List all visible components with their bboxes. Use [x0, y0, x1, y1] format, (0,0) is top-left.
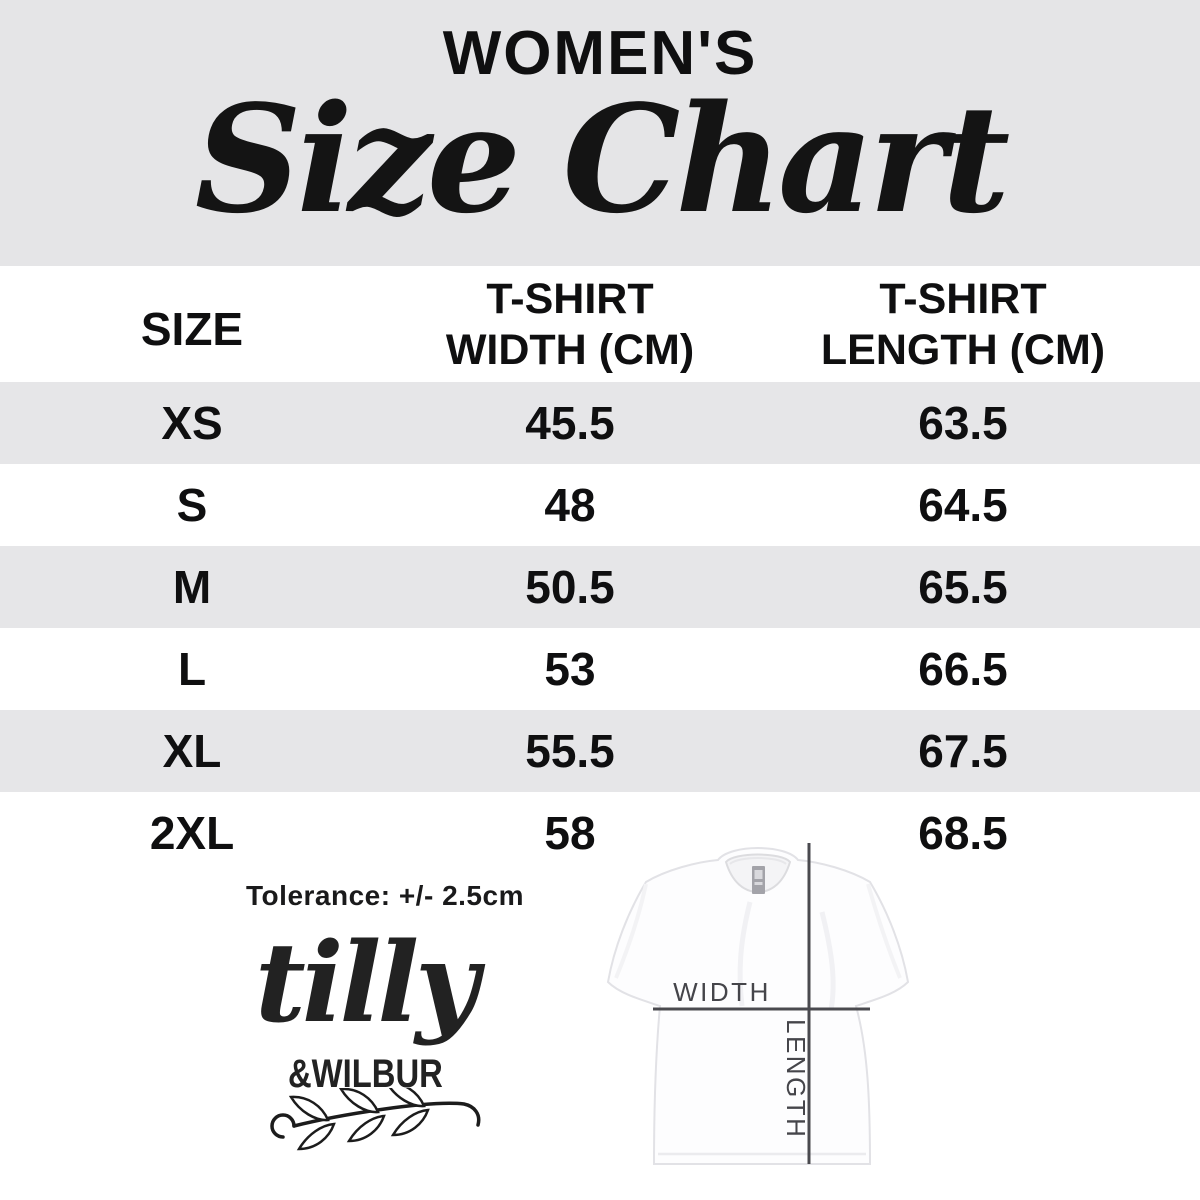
cell-width: 58	[544, 807, 596, 859]
column-header-length: T-SHIRT LENGTH (CM)	[756, 274, 1170, 376]
width-label: WIDTH	[673, 977, 771, 1007]
cell-width: 55.5	[525, 725, 615, 777]
table-row: M 50.5 65.5	[0, 546, 1200, 628]
neck-label	[752, 866, 765, 894]
length-label: LENGTH	[781, 1019, 811, 1139]
cell-size: XL	[162, 725, 222, 777]
cell-length: 68.5	[918, 807, 1008, 859]
cell-length: 63.5	[918, 397, 1008, 449]
column-header-length-line1: T-SHIRT	[879, 275, 1047, 323]
cell-length: 67.5	[918, 725, 1008, 777]
column-header-width-line2: WIDTH (CM)	[445, 326, 695, 374]
tshirt-image	[606, 847, 910, 1165]
cell-width: 45.5	[525, 397, 615, 449]
column-header-size: SIZE	[140, 303, 244, 355]
table-row: S 48 64.5	[0, 464, 1200, 546]
column-header-width: T-SHIRT WIDTH (CM)	[384, 274, 756, 376]
page-title: Size Chart	[194, 72, 1010, 246]
table-row: XL 55.5 67.5	[0, 710, 1200, 792]
cell-length: 65.5	[918, 561, 1008, 613]
tolerance-note: Tolerance: +/- 2.5cm	[246, 880, 524, 911]
cell-width: 53	[544, 643, 596, 695]
brand-logo-sub-text: &WILBUR	[287, 1052, 443, 1096]
cell-size: XS	[161, 397, 223, 449]
brand-logo-sub: &WILBUR	[245, 1052, 485, 1097]
cell-size: M	[172, 561, 212, 613]
cell-size: S	[176, 479, 208, 531]
cell-width: 48	[544, 479, 596, 531]
brand-logo-script: tilly	[254, 918, 479, 1047]
table-row: 2XL 58 68.5	[0, 792, 1200, 874]
cell-size: 2XL	[149, 807, 235, 859]
cell-width: 50.5	[525, 561, 615, 613]
column-header-length-line2: LENGTH (CM)	[820, 326, 1106, 374]
cell-length: 64.5	[918, 479, 1008, 531]
cell-length: 66.5	[918, 643, 1008, 695]
tshirt-measurement-diagram: WIDTH LENGTH	[606, 843, 910, 1165]
table-header-row: SIZE T-SHIRT WIDTH (CM) T-SHIRT LENGTH (…	[0, 266, 1200, 382]
table-row: L 53 66.5	[0, 628, 1200, 710]
header-band	[0, 0, 1200, 266]
category-heading: WOMEN'S	[442, 19, 758, 88]
column-header-width-line1: T-SHIRT	[486, 275, 654, 323]
table-row: XS 45.5 63.5	[0, 382, 1200, 464]
size-table-body: XS 45.5 63.5 S 48 64.5 M 50.5 65.5 L 53 …	[0, 382, 1200, 874]
cell-size: L	[177, 643, 207, 695]
laurel-branch-icon	[270, 1088, 481, 1151]
